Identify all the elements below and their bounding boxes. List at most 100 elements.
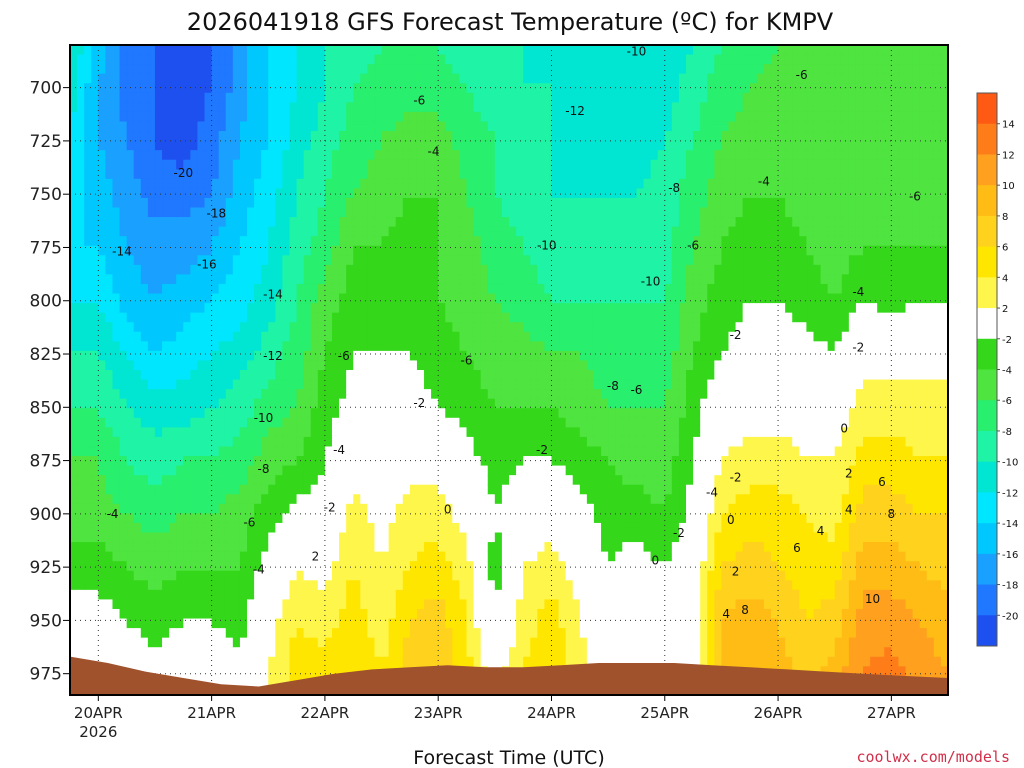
heatmap-cell	[565, 197, 574, 209]
heatmap-cell	[494, 637, 503, 648]
heatmap-cell	[473, 580, 482, 591]
heatmap-cell	[374, 226, 383, 237]
heatmap-cell	[353, 475, 361, 486]
heatmap-cell	[466, 389, 475, 400]
heatmap-cell	[339, 64, 347, 75]
heatmap-cell	[331, 628, 340, 639]
heatmap-cell	[516, 637, 524, 648]
heatmap-cell	[140, 436, 149, 448]
heatmap-cell	[501, 274, 510, 285]
heatmap-cell	[296, 207, 305, 218]
heatmap-cell	[232, 92, 241, 103]
heatmap-cell	[91, 398, 99, 409]
heatmap-cell	[409, 159, 418, 170]
heatmap-cell	[169, 551, 177, 562]
heatmap-cell	[466, 226, 475, 237]
heatmap-cell	[140, 140, 149, 151]
heatmap-cell	[77, 475, 85, 486]
heatmap-cell	[268, 475, 276, 486]
heatmap-cell	[360, 580, 368, 591]
heatmap-cell	[70, 178, 78, 189]
heatmap-cell	[445, 389, 453, 400]
heatmap-cell	[480, 389, 489, 400]
heatmap-cell	[204, 274, 213, 285]
heatmap-cell	[331, 513, 340, 524]
heatmap-cell	[211, 608, 220, 620]
heatmap-cell	[190, 45, 199, 56]
heatmap-cell	[424, 255, 432, 266]
heatmap-cell	[190, 207, 199, 218]
heatmap-cell	[254, 494, 262, 505]
heatmap-cell	[452, 589, 461, 601]
heatmap-cell	[310, 417, 319, 428]
heatmap-cell	[190, 408, 199, 419]
heatmap-cell	[360, 647, 368, 658]
heatmap-cell	[473, 102, 482, 113]
heatmap-cell	[353, 580, 361, 591]
heatmap-cell	[197, 178, 206, 189]
heatmap-cell	[395, 656, 404, 667]
heatmap-cell	[459, 226, 468, 237]
heatmap-cell	[424, 561, 432, 572]
heatmap-cell	[91, 475, 99, 486]
heatmap-cell	[339, 255, 347, 266]
heatmap-cell	[119, 150, 128, 161]
heatmap-cell	[140, 207, 149, 218]
heatmap-cell	[402, 341, 411, 352]
heatmap-cell	[480, 599, 489, 610]
heatmap-cell	[551, 637, 560, 648]
heatmap-cell	[339, 389, 347, 400]
heatmap-cell	[105, 370, 114, 381]
heatmap-cell	[445, 83, 453, 94]
heatmap-cell	[459, 312, 468, 323]
heatmap-cell	[303, 207, 312, 218]
heatmap-cell	[133, 73, 142, 84]
heatmap-cell	[190, 389, 199, 400]
heatmap-cell	[105, 322, 114, 333]
heatmap-cell	[112, 102, 121, 113]
heatmap-cell	[494, 169, 503, 180]
heatmap-cell	[275, 350, 284, 362]
heatmap-cell	[133, 83, 142, 94]
heatmap-cell	[466, 178, 475, 189]
heatmap-cell	[402, 236, 411, 247]
heatmap-cell	[324, 647, 333, 658]
heatmap-cell	[558, 293, 567, 304]
heatmap-cell	[395, 111, 404, 123]
heatmap-cell	[232, 561, 241, 572]
heatmap-cell	[98, 207, 106, 218]
heatmap-cell	[565, 608, 574, 620]
heatmap-cell	[424, 331, 432, 342]
heatmap-cell	[572, 456, 581, 467]
heatmap-cell	[169, 73, 177, 84]
heatmap-cell	[466, 551, 475, 562]
heatmap-cell	[402, 169, 411, 180]
heatmap-cell	[523, 379, 531, 390]
heatmap-cell	[296, 45, 305, 56]
heatmap-cell	[523, 503, 531, 514]
heatmap-cell	[537, 322, 545, 333]
heatmap-cell	[501, 303, 510, 314]
heatmap-cell	[579, 73, 588, 84]
heatmap-cell	[374, 312, 383, 323]
heatmap-cell	[494, 293, 503, 304]
heatmap-cell	[565, 207, 574, 218]
heatmap-cell	[218, 121, 227, 132]
heatmap-cell	[353, 226, 361, 237]
heatmap-cell	[558, 656, 567, 667]
heatmap-cell	[119, 370, 128, 381]
heatmap-cell	[530, 408, 538, 419]
heatmap-cell	[275, 436, 284, 448]
heatmap-cell	[197, 207, 206, 218]
heatmap-cell	[572, 551, 581, 562]
heatmap-cell	[261, 456, 269, 467]
heatmap-cell	[112, 608, 121, 620]
heatmap-cell	[388, 140, 397, 151]
heatmap-cell	[452, 389, 461, 400]
heatmap-cell	[105, 532, 114, 543]
heatmap-cell	[381, 92, 390, 103]
heatmap-cell	[558, 513, 567, 524]
heatmap-cell	[473, 159, 482, 170]
heatmap-cell	[112, 427, 121, 438]
heatmap-cell	[409, 140, 418, 151]
